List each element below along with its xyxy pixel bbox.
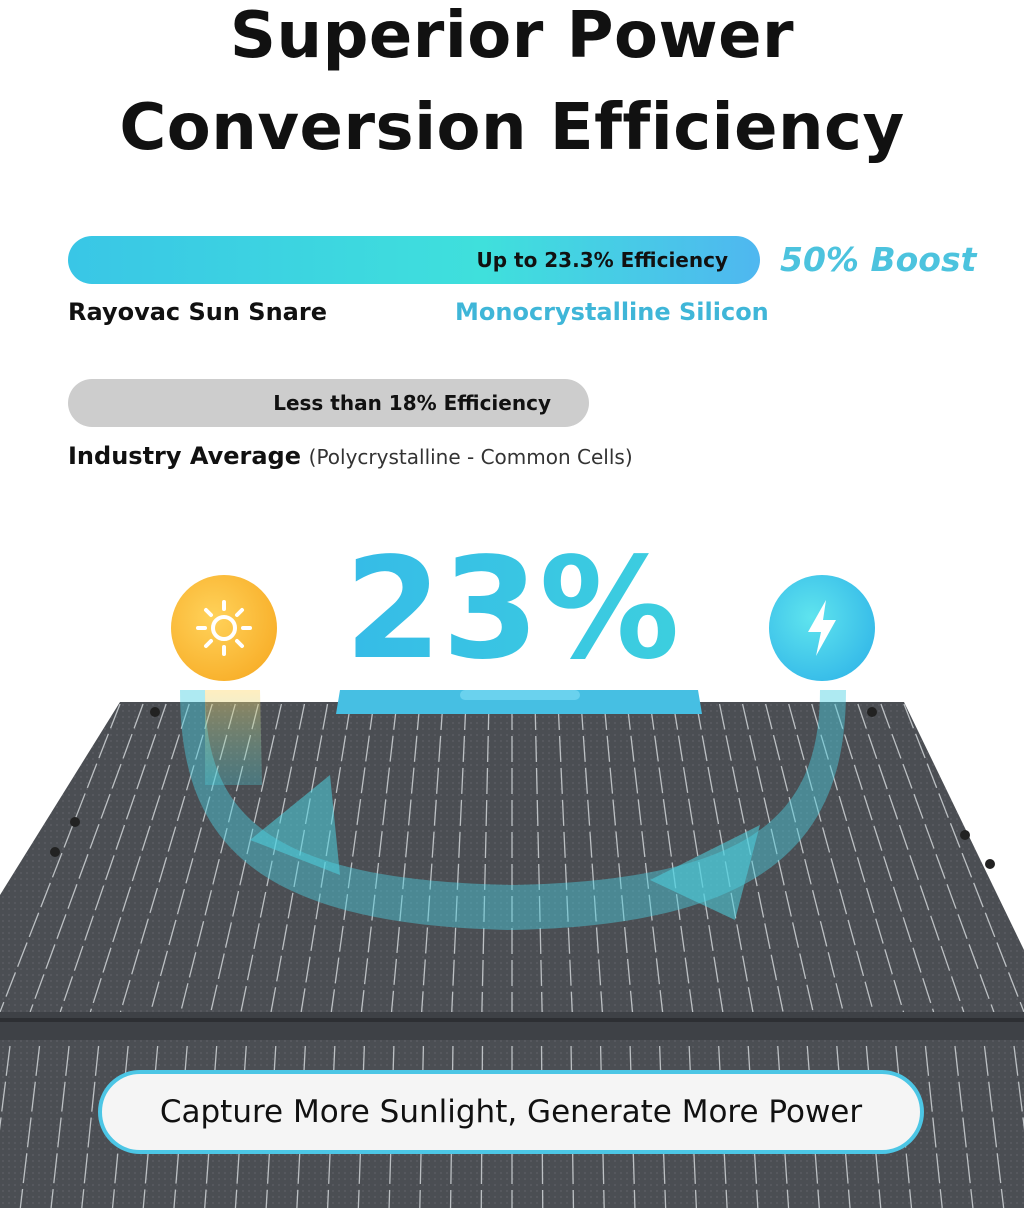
big-percentage: 23% (0, 528, 1024, 691)
industry-label-sub: (Polycrystalline - Common Cells) (308, 445, 633, 469)
material-label: Monocrystalline Silicon (455, 298, 769, 326)
brand-label: Rayovac Sun Snare (68, 298, 327, 326)
efficiency-bar-rayovac-label: Up to 23.3% Efficiency (476, 248, 728, 272)
title-line-1: Superior Power (229, 0, 795, 73)
industry-label-main: Industry Average (68, 442, 302, 470)
industry-label: Industry Average (Polycrystalline - Comm… (68, 442, 633, 470)
efficiency-bar-rayovac: Up to 23.3% Efficiency (68, 236, 760, 284)
efficiency-bar-industry-label: Less than 18% Efficiency (273, 391, 551, 415)
boost-label: 50% Boost (780, 240, 977, 279)
tagline-text: Capture More Sunlight, Generate More Pow… (159, 1094, 863, 1130)
lightning-bolt-icon (769, 575, 875, 681)
sun-icon (171, 575, 277, 681)
title-line-2: Conversion Efficiency (119, 91, 905, 165)
efficiency-bar-industry: Less than 18% Efficiency (68, 379, 589, 427)
tagline-banner: Capture More Sunlight, Generate More Pow… (98, 1070, 924, 1154)
